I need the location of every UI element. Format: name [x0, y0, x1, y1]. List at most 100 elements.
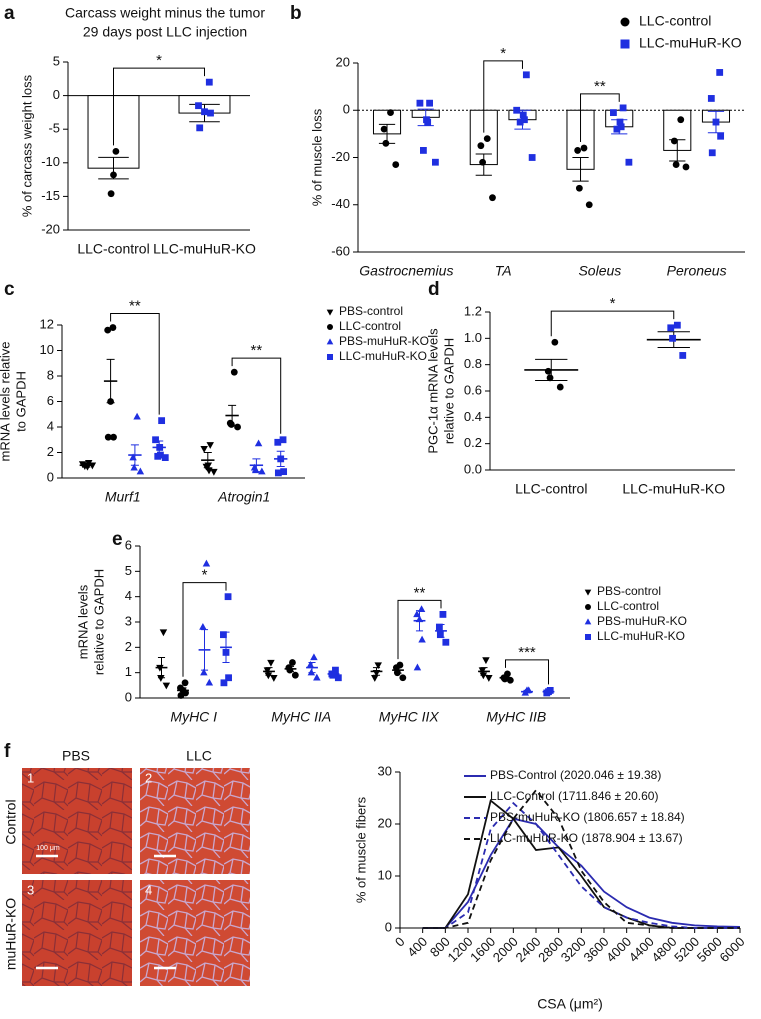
row-label: Control [3, 799, 19, 844]
x-tick-label: Peroneus [667, 263, 727, 279]
data-point [574, 147, 582, 154]
micrograph-number: 1 [27, 770, 34, 785]
y-tick-label: 0 [125, 689, 132, 704]
significance-label: * [156, 52, 162, 69]
x-tick-label: Atrogin1 [217, 489, 270, 505]
x-tick-label: Soleus [578, 263, 621, 279]
data-point [205, 78, 213, 86]
data-point [107, 190, 115, 198]
data-point [374, 662, 382, 670]
y-tick-label: 0 [385, 919, 392, 934]
legend-marker [585, 604, 591, 610]
data-point [251, 466, 260, 474]
data-point [667, 324, 675, 332]
data-point [556, 383, 564, 391]
data-point [382, 139, 390, 147]
data-point [519, 111, 527, 119]
y-tick-label: 1 [125, 664, 132, 679]
data-point [613, 125, 621, 133]
y-tick-label: 1.0 [464, 330, 482, 345]
row-label: muHuR-KO [3, 898, 19, 970]
data-point [420, 147, 427, 154]
data-point [575, 184, 583, 192]
data-point [521, 688, 530, 696]
y-axis-label: PGC-1α mRNA levels [425, 328, 440, 454]
data-point [279, 436, 287, 444]
data-point [156, 664, 164, 672]
data-point [393, 669, 401, 677]
data-point [485, 675, 493, 682]
x-tick-label: MyHC I [170, 709, 217, 725]
micrograph [140, 768, 250, 874]
data-point [551, 338, 559, 346]
data-point [234, 423, 241, 431]
y-tick-label: 10 [40, 342, 54, 357]
data-point [670, 137, 678, 145]
data-point [479, 672, 488, 680]
significance-bracket [580, 93, 620, 143]
data-point [372, 669, 381, 677]
y-tick-label: 2 [125, 639, 132, 654]
data-point [205, 678, 214, 686]
data-point [399, 674, 407, 682]
y-axis-label: % of carcass weight loss [19, 74, 34, 217]
panel-label: f [4, 741, 11, 762]
data-point [280, 468, 288, 476]
data-point [522, 71, 530, 79]
micrograph [22, 880, 132, 986]
data-point [200, 445, 208, 453]
legend-label: LLC-muHuR-KO [639, 35, 742, 51]
data-point [482, 657, 490, 665]
y-tick-label: 6 [125, 537, 132, 552]
data-point [177, 692, 185, 699]
data-point [88, 462, 97, 470]
legend-marker [327, 324, 333, 330]
x-tick-label: LLC-muHuR-KO [153, 241, 256, 257]
data-point [380, 125, 388, 133]
data-point [417, 605, 426, 613]
chart-title: Carcass weight minus the tumor [65, 5, 265, 21]
data-point [677, 116, 685, 124]
data-point [426, 99, 433, 107]
data-point [310, 653, 318, 661]
data-point [477, 142, 485, 150]
data-point [81, 463, 89, 470]
data-point [436, 631, 444, 639]
micrograph [140, 880, 250, 986]
data-point [104, 326, 112, 334]
data-point [619, 104, 627, 112]
data-point [672, 161, 680, 168]
legend-label: LLC-control [339, 319, 401, 333]
micrograph-number: 4 [145, 882, 152, 897]
legend-label: PBS-muHuR-KO [339, 334, 429, 348]
y-tick-label: 5 [125, 563, 132, 578]
panel-label: c [4, 279, 15, 300]
x-tick-label: LLC-control [515, 481, 587, 497]
significance-label: *** [518, 644, 536, 661]
data-point [277, 455, 285, 463]
data-point [610, 109, 617, 117]
x-tick-label: 6000 [716, 934, 747, 965]
data-point [716, 69, 724, 76]
significance-bracket [483, 60, 523, 133]
legend-label: LLC-control [639, 13, 711, 29]
data-point [220, 679, 228, 687]
significance-bracket [397, 599, 442, 660]
data-point [435, 623, 443, 631]
y-tick-label: -20 [41, 221, 60, 236]
chart-subtitle: 29 days post LLC injection [83, 24, 247, 40]
data-point [617, 123, 625, 131]
column-label: PBS [62, 748, 90, 764]
x-tick-label: MyHC IIX [379, 709, 440, 725]
legend-label: LLC-Control (1711.846 ± 20.60) [490, 789, 658, 803]
data-point [289, 659, 296, 666]
data-point [200, 668, 208, 676]
data-point [291, 671, 299, 679]
data-point [154, 452, 162, 460]
error-bar [572, 157, 589, 182]
data-point [478, 667, 487, 675]
data-point [129, 453, 137, 461]
y-axis-label: % of muscle loss [309, 108, 324, 206]
significance-bracket [182, 582, 227, 677]
